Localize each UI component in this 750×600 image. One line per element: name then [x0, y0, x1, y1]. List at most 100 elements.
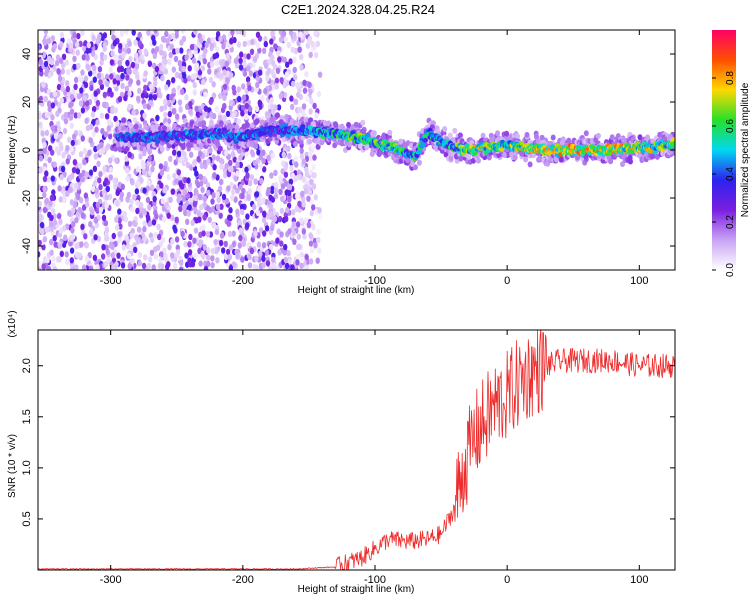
heatmap-cell	[38, 260, 41, 267]
heatmap-cell	[164, 30, 169, 38]
heatmap-cell	[161, 216, 167, 223]
heatmap-cell	[102, 91, 108, 99]
heatmap-cell	[371, 130, 377, 137]
heatmap-cell	[186, 177, 191, 184]
heatmap-cell	[228, 99, 234, 107]
heatmap-cell	[127, 263, 132, 270]
heatmap-cell	[223, 240, 228, 248]
heatmap-cell	[231, 84, 236, 92]
heatmap-cell	[227, 165, 233, 173]
heatmap-cell	[103, 131, 109, 138]
heatmap-cell	[147, 204, 152, 211]
heatmap-cell	[309, 210, 314, 217]
heatmap-cell	[95, 99, 101, 107]
heatmap-cell	[113, 183, 118, 190]
heatmap-cell	[132, 68, 137, 75]
heatmap-cell	[224, 60, 229, 68]
heatmap-cell	[93, 153, 99, 160]
heatmap-cell	[183, 241, 188, 248]
heatmap-cell	[215, 155, 221, 162]
heatmap-cell	[44, 197, 50, 204]
heatmap-cell	[50, 124, 55, 132]
heatmap-cell	[158, 163, 164, 170]
heatmap-cell	[212, 53, 217, 60]
heatmap-cell	[298, 31, 303, 38]
heatmap-cell	[527, 161, 533, 168]
heatmap-cell	[200, 251, 205, 258]
heatmap-cell	[188, 233, 193, 241]
heatmap-cell	[215, 203, 221, 211]
heatmap-cell	[109, 73, 114, 80]
heatmap-cell	[309, 178, 314, 186]
heatmap-cell	[289, 95, 294, 102]
heatmap-cell	[294, 161, 299, 168]
heatmap-cell	[87, 149, 92, 156]
heatmap-cell	[178, 106, 183, 113]
heatmap-cell	[106, 125, 112, 132]
heatmap-cell	[245, 76, 251, 83]
heatmap-cell	[277, 249, 282, 256]
heatmap-cell	[55, 59, 60, 67]
heatmap-cell	[230, 194, 235, 201]
heatmap-cell	[193, 72, 198, 79]
heatmap-cell	[249, 247, 255, 255]
heatmap-cell	[299, 251, 304, 259]
heatmap-cell	[246, 53, 251, 60]
heatmap-cell	[150, 184, 155, 191]
heatmap-cell	[218, 239, 224, 247]
heatmap-cell	[104, 194, 110, 201]
heatmap-cell	[296, 253, 301, 261]
heatmap-cell	[268, 243, 274, 250]
heatmap-cell	[150, 165, 155, 173]
heatmap-cell	[40, 228, 45, 235]
heatmap-cell	[194, 105, 199, 113]
heatmap-cell	[316, 228, 321, 236]
heatmap-cell	[201, 230, 206, 237]
heatmap-cell	[245, 172, 250, 179]
heatmap-cell	[67, 174, 73, 182]
heatmap-cell	[60, 165, 66, 173]
heatmap-cell	[222, 94, 227, 102]
heatmap-cell	[219, 163, 224, 170]
heatmap-cell	[249, 174, 255, 181]
heatmap-cell	[311, 164, 316, 171]
heatmap-cell	[71, 167, 77, 174]
heatmap-cell	[255, 157, 261, 165]
heatmap-cell	[305, 95, 310, 103]
heatmap-cell	[583, 130, 589, 137]
heatmap-cell	[230, 30, 235, 36]
chart-title: C2E1.2024.328.04.25.R24	[281, 2, 435, 17]
heatmap-cell	[168, 51, 173, 59]
heatmap-cell	[101, 244, 106, 251]
heatmap-cell	[89, 123, 94, 130]
heatmap-cell	[152, 52, 157, 60]
heatmap-cell	[281, 151, 286, 158]
heatmap-cell	[174, 32, 179, 39]
heatmap-cell	[275, 112, 280, 119]
heatmap-cell	[136, 95, 141, 102]
heatmap-cell	[284, 215, 289, 223]
heatmap-cell	[287, 183, 293, 190]
heatmap-cell	[228, 214, 233, 222]
heatmap-cell	[83, 192, 89, 199]
heatmap-cell	[147, 60, 153, 67]
heatmap-cell	[96, 72, 102, 80]
heatmap-cell	[230, 150, 236, 158]
heatmap-cell	[150, 236, 155, 244]
heatmap-cell	[333, 121, 338, 128]
heatmap-cell	[164, 201, 169, 208]
heatmap-cell	[235, 187, 240, 194]
heatmap-cell	[179, 259, 184, 266]
heatmap-cell	[97, 33, 102, 40]
heatmap-cell	[126, 191, 132, 199]
heatmap-cell	[299, 153, 305, 160]
heatmap-cell	[38, 148, 43, 155]
heatmap-cell	[275, 237, 280, 244]
heatmap-cell	[61, 62, 66, 69]
heatmap-cell	[278, 175, 283, 182]
heatmap-cell	[52, 43, 58, 50]
heatmap-cell	[253, 230, 258, 237]
heatmap-cell	[167, 58, 172, 65]
heatmap-cell	[222, 83, 228, 91]
heatmap-cell	[257, 185, 262, 192]
